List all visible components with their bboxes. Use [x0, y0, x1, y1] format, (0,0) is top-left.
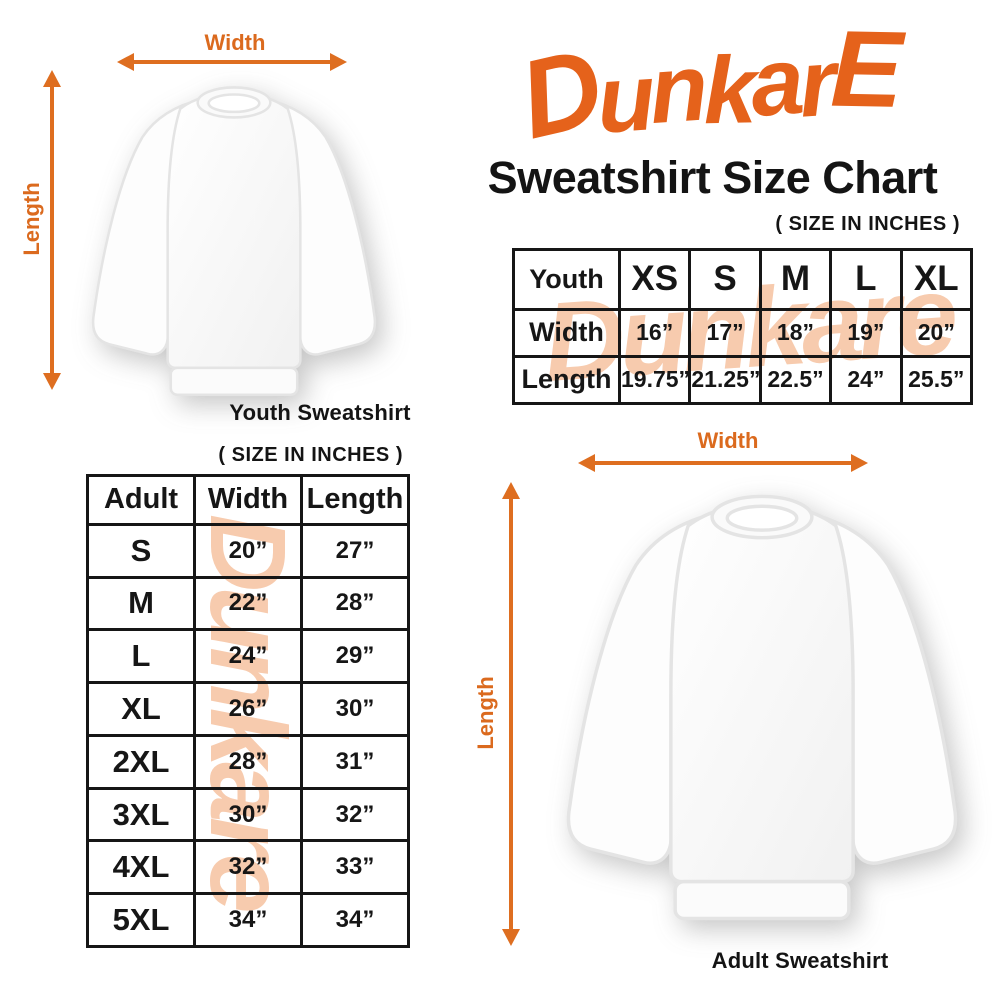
youth-width-arrow	[117, 53, 347, 71]
value-cell: 19.75”	[617, 354, 692, 406]
table-row: 3XL 30” 32”	[86, 786, 410, 843]
row-label-cell: S	[86, 522, 196, 579]
value-cell: 22.5”	[758, 354, 833, 406]
page-title: Sweatshirt Size Chart	[487, 152, 938, 203]
youth-length-arrow	[43, 70, 61, 390]
value-cell: 28”	[300, 575, 410, 632]
table-row: XL 26” 30”	[86, 681, 410, 737]
brand-letter: u	[593, 44, 654, 154]
adult-sweatshirt-image	[566, 494, 958, 921]
table-row: 2XL 28” 31”	[86, 733, 410, 790]
header-cell: Youth	[512, 248, 621, 311]
table-row: 5XL 34” 34”	[86, 892, 410, 948]
value-cell: 24”	[193, 628, 303, 685]
value-cell: 27”	[300, 522, 410, 579]
header-cell: L	[829, 248, 903, 311]
header-cell: XL	[899, 248, 974, 311]
youth-sweatshirt-caption: Youth Sweatshirt	[229, 400, 411, 425]
row-label-cell: XL	[86, 681, 196, 737]
value-cell: 29”	[300, 628, 410, 685]
value-cell: 17”	[688, 307, 762, 358]
table-row: Width 16” 17” 18” 19” 20”	[512, 307, 974, 358]
header-cell: S	[688, 248, 762, 311]
header-cell: XS	[617, 248, 692, 311]
row-label-cell: 4XL	[86, 839, 196, 896]
table-header-row: Adult Width Length	[86, 474, 410, 526]
value-cell: 30”	[300, 681, 410, 737]
value-cell: 19”	[829, 307, 903, 358]
row-label-cell: 2XL	[86, 733, 196, 790]
value-cell: 32”	[193, 839, 303, 896]
youth-size-note: ( SIZE IN INCHES )	[775, 213, 960, 235]
value-cell: 20”	[193, 522, 303, 579]
table-row: S 20” 27”	[86, 522, 410, 579]
value-cell: 25.5”	[899, 354, 974, 406]
header-cell: Adult	[86, 474, 196, 526]
adult-size-note: ( SIZE IN INCHES )	[218, 444, 403, 466]
value-cell: 16”	[617, 307, 692, 358]
value-cell: 33”	[300, 839, 410, 896]
value-cell: 34”	[193, 892, 303, 948]
youth-sweatshirt-image	[91, 86, 377, 396]
value-cell: 21.25”	[688, 354, 762, 406]
table-row: 4XL 32” 33”	[86, 839, 410, 896]
youth-size-table: Youth XS S M L XL Width 16” 17” 18” 19” 20” Length 19…	[512, 248, 974, 406]
value-cell: 26”	[193, 681, 303, 737]
value-cell: 32”	[300, 786, 410, 843]
youth-length-label: Length	[19, 182, 44, 256]
value-cell: 31”	[300, 733, 410, 790]
row-label-cell: 5XL	[86, 892, 196, 948]
value-cell: 24”	[829, 354, 903, 406]
row-label-cell: L	[86, 628, 196, 685]
row-label-cell: M	[86, 575, 196, 632]
row-label-cell: Length	[512, 354, 621, 406]
row-label-cell: 3XL	[86, 786, 196, 843]
adult-sweatshirt-caption: Adult Sweatshirt	[711, 948, 889, 973]
row-label-cell: Width	[512, 307, 621, 358]
adult-width-arrow	[578, 454, 868, 472]
value-cell: 18”	[758, 307, 833, 358]
value-cell: 34”	[300, 892, 410, 948]
header-cell: M	[758, 248, 833, 311]
adult-length-label: Length	[473, 676, 498, 750]
table-header-row: Youth XS S M L XL	[512, 248, 974, 311]
adult-width-label: Width	[697, 428, 759, 453]
brand-letter: k	[702, 37, 753, 145]
table-row: M 22” 28”	[86, 575, 410, 632]
adult-size-table: Adult Width Length S 20” 27” M 22” 28” L 24” 29” XL 2…	[86, 474, 410, 948]
value-cell: 20”	[899, 307, 974, 358]
table-row: Length 19.75” 21.25” 22.5” 24” 25.5”	[512, 354, 974, 406]
youth-width-label: Width	[204, 30, 266, 55]
brand-letter: n	[646, 34, 707, 145]
value-cell: 28”	[193, 733, 303, 790]
header-cell: Length	[300, 474, 410, 526]
brand-letter: E	[829, 7, 900, 130]
value-cell: 22”	[193, 575, 303, 632]
value-cell: 30”	[193, 786, 303, 843]
table-row: L 24” 29”	[86, 628, 410, 685]
header-cell: Width	[193, 474, 303, 526]
adult-length-arrow	[502, 482, 520, 946]
brand-logo: DunkarE	[421, 0, 999, 174]
